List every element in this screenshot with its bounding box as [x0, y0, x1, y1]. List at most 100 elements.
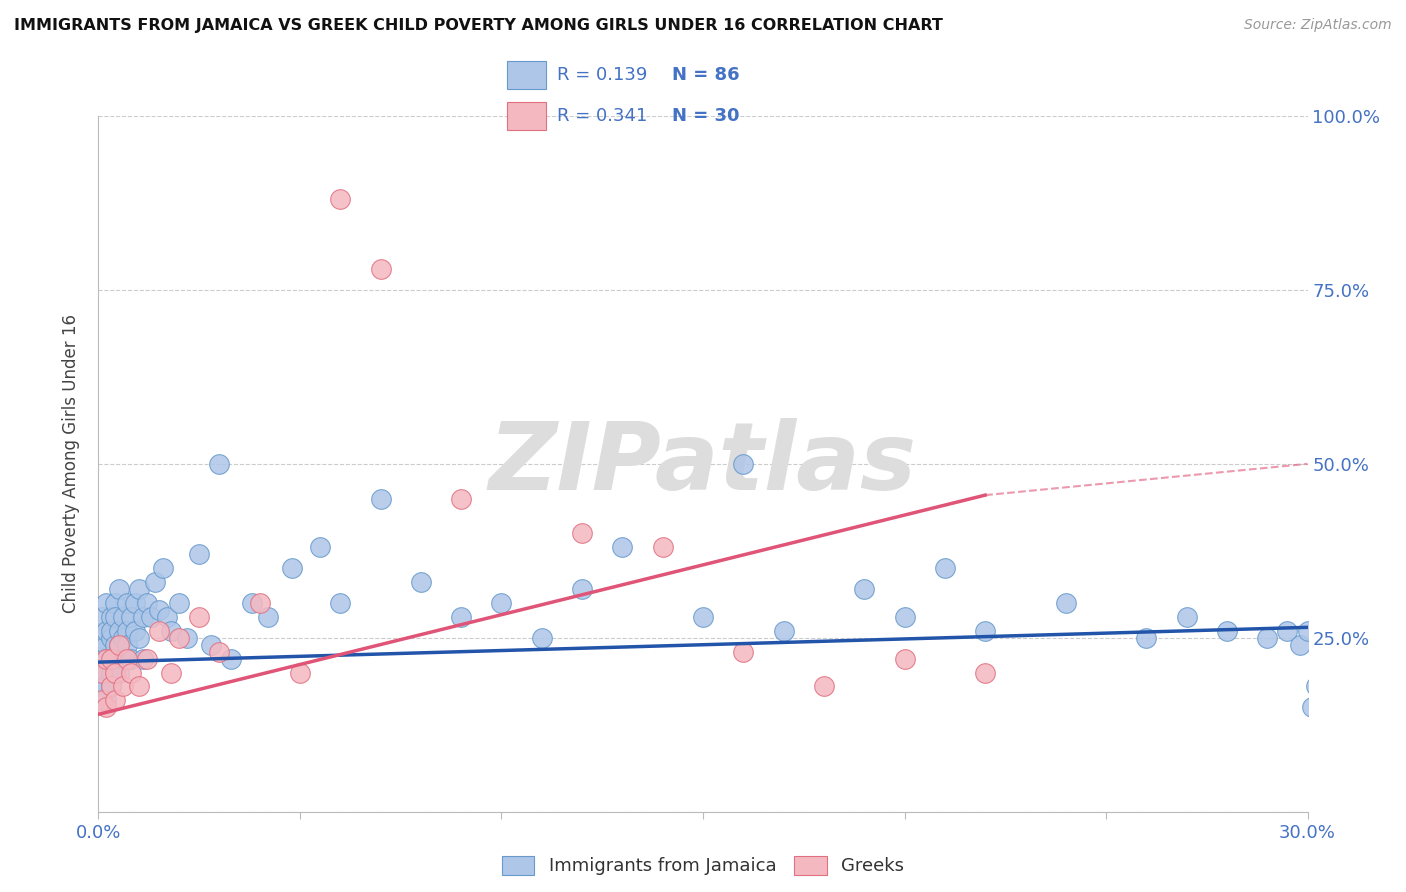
Point: [115, 651, 138, 665]
Point: [208, 457, 231, 471]
Point: [249, 596, 271, 610]
Point: [893, 610, 915, 624]
Point: [370, 491, 392, 506]
Point: [96, 651, 118, 665]
Point: [124, 596, 146, 610]
Point: [103, 651, 125, 665]
Point: [96, 596, 118, 610]
Point: [160, 624, 183, 638]
Point: [91, 631, 114, 645]
Point: [167, 631, 190, 645]
Point: [148, 603, 170, 617]
Point: [329, 193, 352, 207]
Point: [111, 631, 134, 645]
Point: [96, 693, 118, 707]
Point: [91, 680, 114, 694]
Point: [256, 610, 278, 624]
Text: IMMIGRANTS FROM JAMAICA VS GREEK CHILD POVERTY AMONG GIRLS UNDER 16 CORRELATION : IMMIGRANTS FROM JAMAICA VS GREEK CHILD P…: [14, 18, 943, 33]
Point: [100, 610, 122, 624]
Point: [124, 624, 146, 638]
Point: [934, 561, 956, 575]
Text: N = 86: N = 86: [672, 66, 740, 84]
Text: Source: ZipAtlas.com: Source: ZipAtlas.com: [1244, 18, 1392, 32]
Text: R = 0.341: R = 0.341: [557, 107, 647, 125]
Point: [692, 610, 714, 624]
Point: [91, 651, 114, 665]
Point: [100, 631, 122, 645]
Point: [651, 541, 673, 555]
Point: [409, 575, 432, 590]
Point: [132, 651, 155, 665]
Point: [1288, 638, 1310, 652]
Point: [733, 645, 755, 659]
Point: [1301, 700, 1323, 714]
Point: [152, 561, 174, 575]
Point: [107, 582, 129, 596]
Point: [1216, 624, 1239, 638]
Text: R = 0.139: R = 0.139: [557, 66, 647, 84]
Point: [1316, 721, 1339, 735]
Point: [329, 596, 352, 610]
Point: [370, 262, 392, 277]
Point: [309, 541, 332, 555]
Point: [100, 651, 122, 665]
Point: [612, 541, 634, 555]
Point: [571, 582, 593, 596]
Point: [1296, 624, 1319, 638]
Point: [221, 651, 243, 665]
Point: [135, 596, 157, 610]
Point: [120, 610, 142, 624]
Point: [148, 624, 170, 638]
Point: [96, 680, 118, 694]
Point: [139, 610, 162, 624]
Point: [1135, 631, 1157, 645]
Point: [450, 491, 472, 506]
Point: [1054, 596, 1077, 610]
Point: [107, 624, 129, 638]
Point: [100, 624, 122, 638]
Point: [91, 610, 114, 624]
Point: [160, 665, 183, 680]
Point: [128, 680, 150, 694]
Point: [188, 610, 211, 624]
Point: [107, 638, 129, 652]
Text: N = 30: N = 30: [672, 107, 740, 125]
Point: [491, 596, 513, 610]
Point: [120, 651, 142, 665]
FancyBboxPatch shape: [508, 102, 546, 130]
Point: [103, 693, 125, 707]
Point: [1329, 665, 1351, 680]
Point: [281, 561, 304, 575]
Point: [132, 610, 155, 624]
Point: [1256, 631, 1278, 645]
Point: [103, 665, 125, 680]
Point: [156, 610, 179, 624]
Point: [128, 631, 150, 645]
Point: [176, 631, 198, 645]
Point: [107, 638, 129, 652]
Point: [974, 665, 997, 680]
Point: [208, 645, 231, 659]
Point: [813, 680, 835, 694]
Point: [111, 651, 134, 665]
Point: [530, 631, 553, 645]
Point: [111, 680, 134, 694]
Text: ZIPatlas: ZIPatlas: [489, 417, 917, 510]
Point: [450, 610, 472, 624]
Point: [1337, 686, 1360, 700]
Point: [100, 680, 122, 694]
Point: [91, 665, 114, 680]
Point: [120, 665, 142, 680]
Point: [853, 582, 876, 596]
Point: [107, 665, 129, 680]
Point: [571, 526, 593, 541]
Point: [96, 624, 118, 638]
Point: [100, 651, 122, 665]
Point: [240, 596, 263, 610]
Point: [200, 638, 222, 652]
Point: [103, 610, 125, 624]
Point: [1357, 735, 1379, 749]
Point: [115, 638, 138, 652]
Point: [100, 680, 122, 694]
Point: [1305, 680, 1327, 694]
